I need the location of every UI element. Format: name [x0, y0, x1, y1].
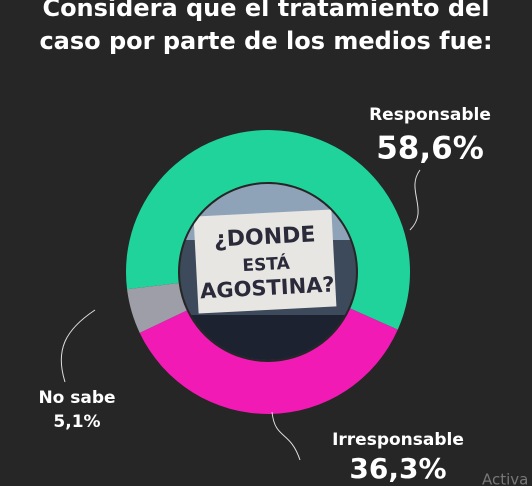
category-label: Irresponsable: [332, 430, 464, 450]
category-label: No sabe: [38, 388, 115, 408]
connector: [409, 169, 421, 231]
donut-segment: [125, 129, 411, 330]
watermark: Activa: [482, 471, 528, 486]
connector: [60, 309, 96, 383]
value-label: 5,1%: [53, 412, 100, 432]
sign-text: ESTÁ: [242, 252, 291, 276]
value-label: 36,3%: [349, 452, 446, 485]
sign: [193, 209, 337, 314]
connector: [271, 411, 301, 461]
chart-title: Considera que el tratamiento del caso po…: [39, 0, 493, 55]
category-label: Responsable: [369, 105, 491, 125]
donut-segment: [127, 282, 187, 333]
sign-text: ¿DONDE: [213, 222, 316, 252]
donut-segment: [139, 308, 398, 414]
value-label: 58,6%: [376, 131, 484, 167]
